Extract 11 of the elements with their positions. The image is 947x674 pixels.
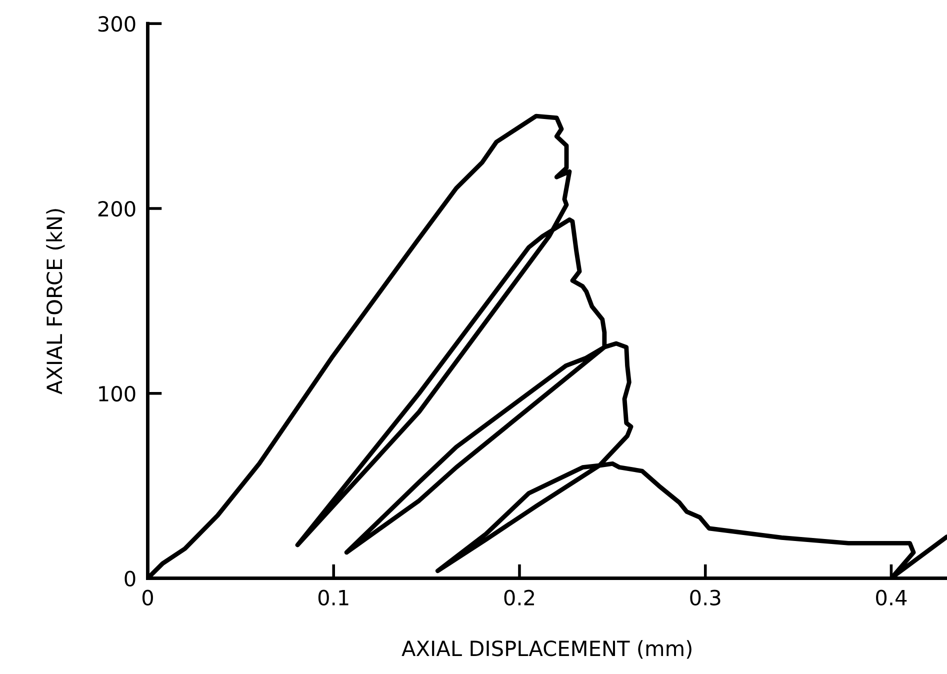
x-tick-label: 0.2 [504, 590, 534, 606]
y-tick-label: 200 [98, 200, 136, 217]
y-tick-label: 100 [99, 386, 136, 402]
x-tick-label: 0.1 [318, 590, 348, 606]
x-axis-title: AXIAL DISPLACEMENT (mm) [402, 640, 692, 659]
y-tick-label: 300 [98, 16, 136, 32]
x-tick-label: 0.4 [876, 590, 907, 606]
x-tick-label: 0 [142, 590, 153, 606]
y-axis-title: AXIAL FORCE (kN) [46, 209, 65, 394]
y-tick-label: 0 [124, 570, 136, 587]
x-tick-label: 0.3 [690, 590, 720, 606]
